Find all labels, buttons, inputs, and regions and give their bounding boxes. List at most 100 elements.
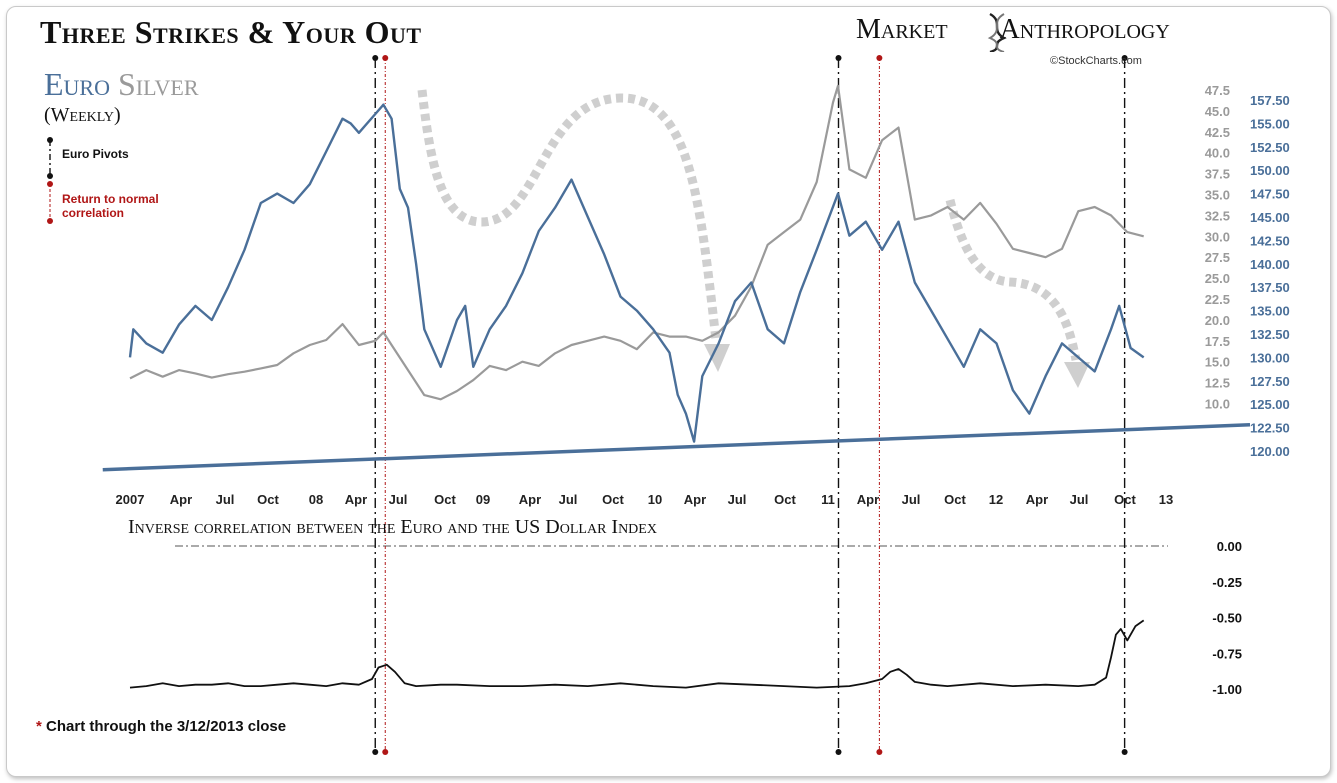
- subtitle-silver: Silver: [118, 66, 199, 102]
- x-tick-label: 10: [648, 492, 662, 507]
- euro-axis-tick-label: 135.00: [1250, 304, 1290, 319]
- brand-logo: Market Anthropology: [856, 14, 1170, 46]
- euro-axis-tick-label: 137.50: [1250, 280, 1290, 295]
- x-tick-label: Apr: [1026, 492, 1048, 507]
- annotation-arrow-head: [1064, 362, 1090, 388]
- annotation-arrow-path: [945, 198, 1081, 361]
- euro-axis-tick-label: 132.50: [1250, 327, 1290, 342]
- legend-normal-dot: [47, 181, 53, 187]
- pivot-marker-bottom: [1121, 749, 1128, 755]
- series-line-silver: [129, 84, 1144, 401]
- legend-pivot-dot: [47, 173, 53, 179]
- annotation-arrow-head: [704, 344, 730, 372]
- chart-frame: [6, 6, 1331, 777]
- x-tick-label: Jul: [216, 492, 235, 507]
- x-tick-label: Jul: [902, 492, 921, 507]
- silver-axis-tick-label: 15.0: [1205, 355, 1230, 370]
- euro-axis-tick-label: 127.50: [1250, 374, 1290, 389]
- x-tick-label: 13: [1159, 492, 1173, 507]
- silver-axis-tick-label: 22.5: [1205, 292, 1230, 307]
- legend-pivot-dot: [47, 137, 53, 143]
- subtitle-euro: Euro: [44, 66, 110, 102]
- x-tick-label: Jul: [728, 492, 747, 507]
- x-tick-label: Apr: [684, 492, 706, 507]
- correlation-axis-tick-label: -0.25: [1212, 575, 1242, 590]
- series-line-euro: [128, 103, 1145, 443]
- correlation-title: Inverse correlation between the Euro and…: [128, 516, 657, 538]
- x-tick-label: Oct: [434, 492, 456, 507]
- correlation-line: [129, 619, 1145, 689]
- silver-axis-tick-label: 40.0: [1205, 146, 1230, 161]
- x-tick-label: 08: [309, 492, 323, 507]
- x-tick-label: Apr: [170, 492, 192, 507]
- legend-normal-dot: [47, 218, 53, 224]
- x-tick-label: Apr: [519, 492, 541, 507]
- legend-normal-label: Return to normal correlation: [62, 192, 159, 220]
- silver-axis-tick-label: 12.5: [1205, 376, 1230, 391]
- x-tick-label: 12: [989, 492, 1003, 507]
- euro-axis-tick-label: 130.00: [1250, 350, 1290, 365]
- footnote-star: *: [36, 718, 42, 735]
- silver-axis-tick-label: 45.0: [1205, 104, 1230, 119]
- silver-axis-tick-label: 20.0: [1205, 313, 1230, 328]
- support-trendline: [102, 423, 1251, 472]
- legend-pivots-label: Euro Pivots: [62, 147, 129, 161]
- brand-right: Anthropology: [999, 14, 1170, 45]
- euro-axis-tick-label: 122.50: [1250, 421, 1290, 436]
- pivot-marker-bottom: [835, 749, 842, 755]
- euro-axis-tick-label: 125.00: [1250, 397, 1290, 412]
- euro-axis-tick-label: 157.50: [1250, 93, 1290, 108]
- pivot-marker-top: [372, 55, 379, 61]
- x-tick-label: Jul: [1070, 492, 1089, 507]
- silver-axis-tick-label: 47.5: [1205, 83, 1230, 98]
- x-tick-label: Oct: [257, 492, 279, 507]
- frequency-label: (Weekly): [44, 104, 121, 126]
- silver-axis-tick-label: 37.5: [1205, 167, 1230, 182]
- x-tick-label: Jul: [389, 492, 408, 507]
- x-tick-label: Oct: [944, 492, 966, 507]
- correlation-axis-tick-label: -0.50: [1212, 611, 1242, 626]
- euro-axis-tick-label: 152.50: [1250, 140, 1290, 155]
- correlation-axis-tick-label: -1.00: [1212, 682, 1242, 697]
- silver-axis-tick-label: 10.0: [1205, 397, 1230, 412]
- pivot-marker-top: [1121, 55, 1128, 61]
- dna-helix-icon: [987, 12, 1007, 52]
- normal-marker-top: [876, 55, 883, 61]
- euro-axis-tick-label: 120.00: [1250, 444, 1290, 459]
- x-tick-label: Oct: [774, 492, 796, 507]
- page-title: Three Strikes & Your Out: [40, 14, 422, 50]
- euro-axis-tick-label: 145.00: [1250, 210, 1290, 225]
- silver-axis-tick-label: 27.5: [1205, 250, 1230, 265]
- pivot-marker-bottom: [372, 749, 379, 755]
- silver-axis-tick-label: 30.0: [1205, 229, 1230, 244]
- correlation-axis-tick-label: 0.00: [1217, 539, 1242, 554]
- brand-left: Market: [856, 14, 948, 45]
- euro-axis-tick-label: 142.50: [1250, 233, 1290, 248]
- data-credit: ©StockCharts.com: [1050, 55, 1142, 67]
- annotation-arrow-path: [417, 89, 721, 341]
- x-tick-label: 11: [821, 492, 835, 507]
- euro-axis-tick-label: 150.00: [1250, 163, 1290, 178]
- silver-axis-tick-label: 32.5: [1205, 208, 1230, 223]
- silver-axis-tick-label: 35.0: [1205, 188, 1230, 203]
- series-subtitle: Euro Silver: [44, 66, 199, 103]
- footnote: * Chart through the 3/12/2013 close: [36, 718, 286, 735]
- x-tick-label: Oct: [1114, 492, 1136, 507]
- x-tick-label: Apr: [857, 492, 879, 507]
- x-tick-label: Oct: [602, 492, 624, 507]
- x-tick-label: Apr: [345, 492, 367, 507]
- euro-axis-tick-label: 147.50: [1250, 187, 1290, 202]
- pivot-marker-top: [835, 55, 842, 61]
- x-tick-label: 2007: [116, 492, 145, 507]
- euro-axis-tick-label: 155.00: [1250, 116, 1290, 131]
- silver-axis-tick-label: 25.0: [1205, 271, 1230, 286]
- silver-axis-tick-label: 42.5: [1205, 125, 1230, 140]
- normal-marker-bottom: [876, 749, 883, 755]
- footnote-text: Chart through the 3/12/2013 close: [46, 718, 287, 735]
- correlation-axis-tick-label: -0.75: [1212, 646, 1242, 661]
- x-tick-label: Jul: [559, 492, 578, 507]
- normal-marker-bottom: [382, 749, 389, 755]
- euro-axis-tick-label: 140.00: [1250, 257, 1290, 272]
- silver-axis-tick-label: 17.5: [1205, 334, 1230, 349]
